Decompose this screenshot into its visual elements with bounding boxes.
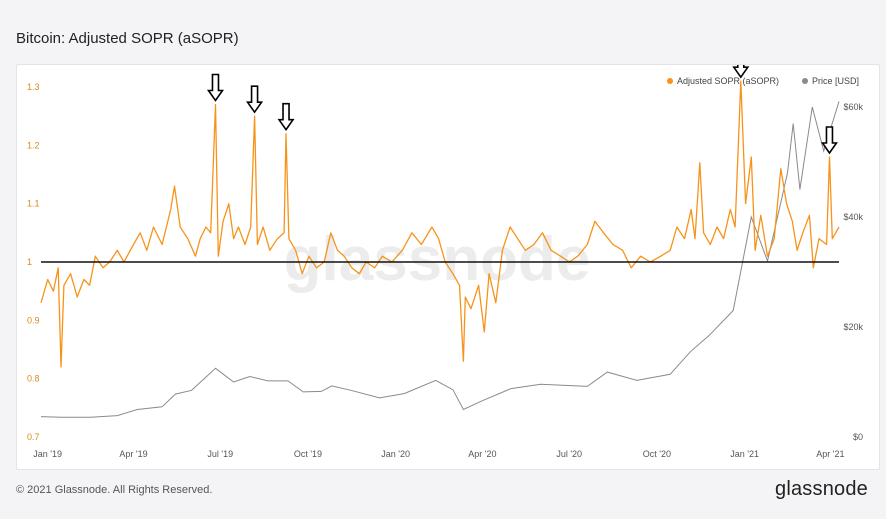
down-arrow-icon [206,73,225,102]
x-tick-label: Jan '20 [381,449,410,459]
y-right-tick-label: $40k [843,212,863,222]
y-left-tick-label: 1.1 [27,199,40,209]
chart-panel: glassnode Adjusted SOPR (aSOPR) Price [U… [16,64,880,470]
down-arrow-icon [277,102,295,132]
x-axis: Jan '19 Apr '19 Jul '19 Oct '19 Jan '20 Apr '… [33,449,844,459]
legend-label-price: Price [USD] [812,76,859,86]
x-tick-label: Apr '20 [468,449,496,459]
y-right-tick-label: $60k [843,102,863,112]
legend-label-asopr: Adjusted SOPR (aSOPR) [677,76,779,86]
x-tick-label: Jan '21 [730,449,759,459]
y-left-tick-label: 0.9 [27,315,40,325]
page-title: Bitcoin: Adjusted SOPR (aSOPR) [16,30,239,47]
legend-marker-asopr [667,78,673,84]
y-left-tick-label: 0.7 [27,432,40,442]
x-tick-label: Jul '20 [556,449,582,459]
legend-marker-price [802,78,808,84]
price-series-line [40,101,840,418]
x-tick-label: Oct '20 [643,449,671,459]
copyright-text: © 2021 Glassnode. All Rights Reserved. [16,484,213,496]
y-right-tick-label: $20k [843,322,863,332]
x-tick-label: Jan '19 [33,449,62,459]
x-tick-label: Apr '21 [816,449,844,459]
series-layer [40,80,840,418]
annotation-layer [206,65,839,155]
y-axis-right: $0 $20k $40k $60k [843,102,863,442]
y-left-tick-label: 1.2 [27,140,40,150]
x-tick-label: Apr '19 [119,449,147,459]
x-tick-label: Oct '19 [294,449,322,459]
y-axis-left: 0.7 0.8 0.9 1 1.1 1.2 1.3 [27,82,40,442]
legend: Adjusted SOPR (aSOPR) Price [USD] [667,76,859,86]
y-left-tick-label: 0.8 [27,374,40,384]
x-tick-label: Jul '19 [207,449,233,459]
asopr-series-line [40,80,840,368]
asopr-chart[interactable]: glassnode Adjusted SOPR (aSOPR) Price [U… [17,65,879,469]
y-right-tick-label: $0 [853,432,863,442]
y-left-tick-label: 1 [27,257,32,267]
brand-logo: glassnode [775,478,868,500]
y-left-tick-label: 1.3 [27,82,40,92]
down-arrow-icon [820,126,839,155]
down-arrow-icon [246,85,264,114]
down-arrow-icon [732,65,750,79]
